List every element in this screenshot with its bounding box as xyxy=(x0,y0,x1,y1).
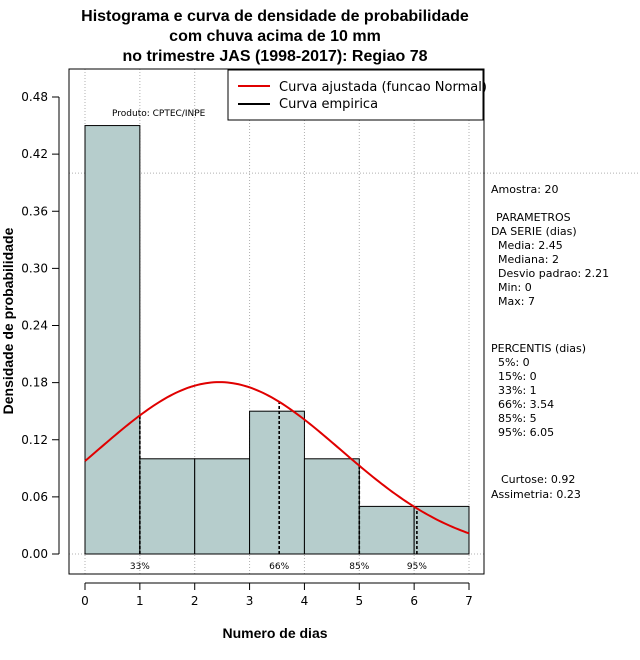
histogram-bar xyxy=(249,410,305,555)
y-tick-label: 0.36 xyxy=(21,204,48,218)
x-tick-label: 6 xyxy=(410,594,418,608)
stat-param-header-1: PARAMETROS xyxy=(496,211,571,224)
chart-title-line-2: com chuva acima de 10 mm xyxy=(169,28,381,45)
stat-curtose: Curtose: 0.92 xyxy=(501,473,575,486)
histogram-bar xyxy=(139,458,196,555)
y-tick-label: 0.42 xyxy=(21,147,48,161)
stat-media: Media: 2.45 xyxy=(498,239,563,252)
y-tick-label: 0.00 xyxy=(21,547,48,561)
x-tick-label: 4 xyxy=(301,594,309,608)
legend-fitted-label: Curva ajustada (funcao Normal) xyxy=(279,80,487,95)
stat-min: Min: 0 xyxy=(498,281,532,294)
x-tick-label: 2 xyxy=(191,594,199,608)
percentile-marker-label: 66% xyxy=(269,562,289,572)
x-tick-label: 3 xyxy=(246,594,254,608)
product-label: Produto: CPTEC/INPE xyxy=(112,109,206,119)
y-tick-label: 0.48 xyxy=(21,90,48,104)
y-tick-label: 0.12 xyxy=(21,433,48,447)
x-axis-title: Numero de dias xyxy=(222,625,327,641)
stat-assimetria: Assimetria: 0.23 xyxy=(491,488,581,501)
percentile-marker-label: 33% xyxy=(130,562,150,572)
y-tick-label: 0.06 xyxy=(21,490,48,504)
chart-title-line-3: no trimestre JAS (1998-2017): Regiao 78 xyxy=(122,48,427,65)
legend: Curva ajustada (funcao Normal) Curva emp… xyxy=(227,69,487,121)
x-tick-label: 7 xyxy=(465,594,473,608)
histogram-bar xyxy=(194,458,251,555)
percentile-marker-label: 95% xyxy=(407,562,427,572)
y-axis-title: Densidade de probabilidade xyxy=(0,227,16,414)
stats-panel: Amostra: 20 PARAMETROS DA SERIE (dias) M… xyxy=(491,183,609,501)
stat-p15: 15%: 0 xyxy=(498,370,537,383)
y-tick-label: 0.24 xyxy=(21,319,48,333)
y-tick-label: 0.18 xyxy=(21,376,48,390)
stat-percentis-header: PERCENTIS (dias) xyxy=(491,342,586,355)
stat-max: Max: 7 xyxy=(498,295,535,308)
fitted-normal-curve xyxy=(84,381,470,535)
stat-p33: 33%: 1 xyxy=(498,384,537,397)
x-tick-label: 5 xyxy=(355,594,363,608)
x-tick-label: 0 xyxy=(81,594,89,608)
percentile-marker-label: 85% xyxy=(349,562,369,572)
legend-empirical-label: Curva empirica xyxy=(279,97,378,112)
stat-mediana: Mediana: 2 xyxy=(498,253,559,266)
legend-box xyxy=(227,69,484,121)
stat-p85: 85%: 5 xyxy=(498,412,537,425)
stat-amostra: Amostra: 20 xyxy=(491,183,558,196)
stat-p95: 95%: 6.05 xyxy=(498,426,554,439)
histogram-bar xyxy=(84,125,141,555)
histogram-bar xyxy=(358,505,415,555)
chart-title-line-1: Histograma e curva de densidade de proba… xyxy=(81,8,469,25)
stat-p66: 66%: 3.54 xyxy=(498,398,554,411)
stat-p5: 5%: 0 xyxy=(498,356,530,369)
stat-param-header-2: DA SERIE (dias) xyxy=(491,225,577,238)
y-tick-label: 0.30 xyxy=(21,261,48,275)
plot-frame xyxy=(68,68,485,575)
histogram-bar xyxy=(303,458,360,555)
x-tick-label: 1 xyxy=(136,594,144,608)
stat-desvio: Desvio padrao: 2.21 xyxy=(498,267,609,280)
